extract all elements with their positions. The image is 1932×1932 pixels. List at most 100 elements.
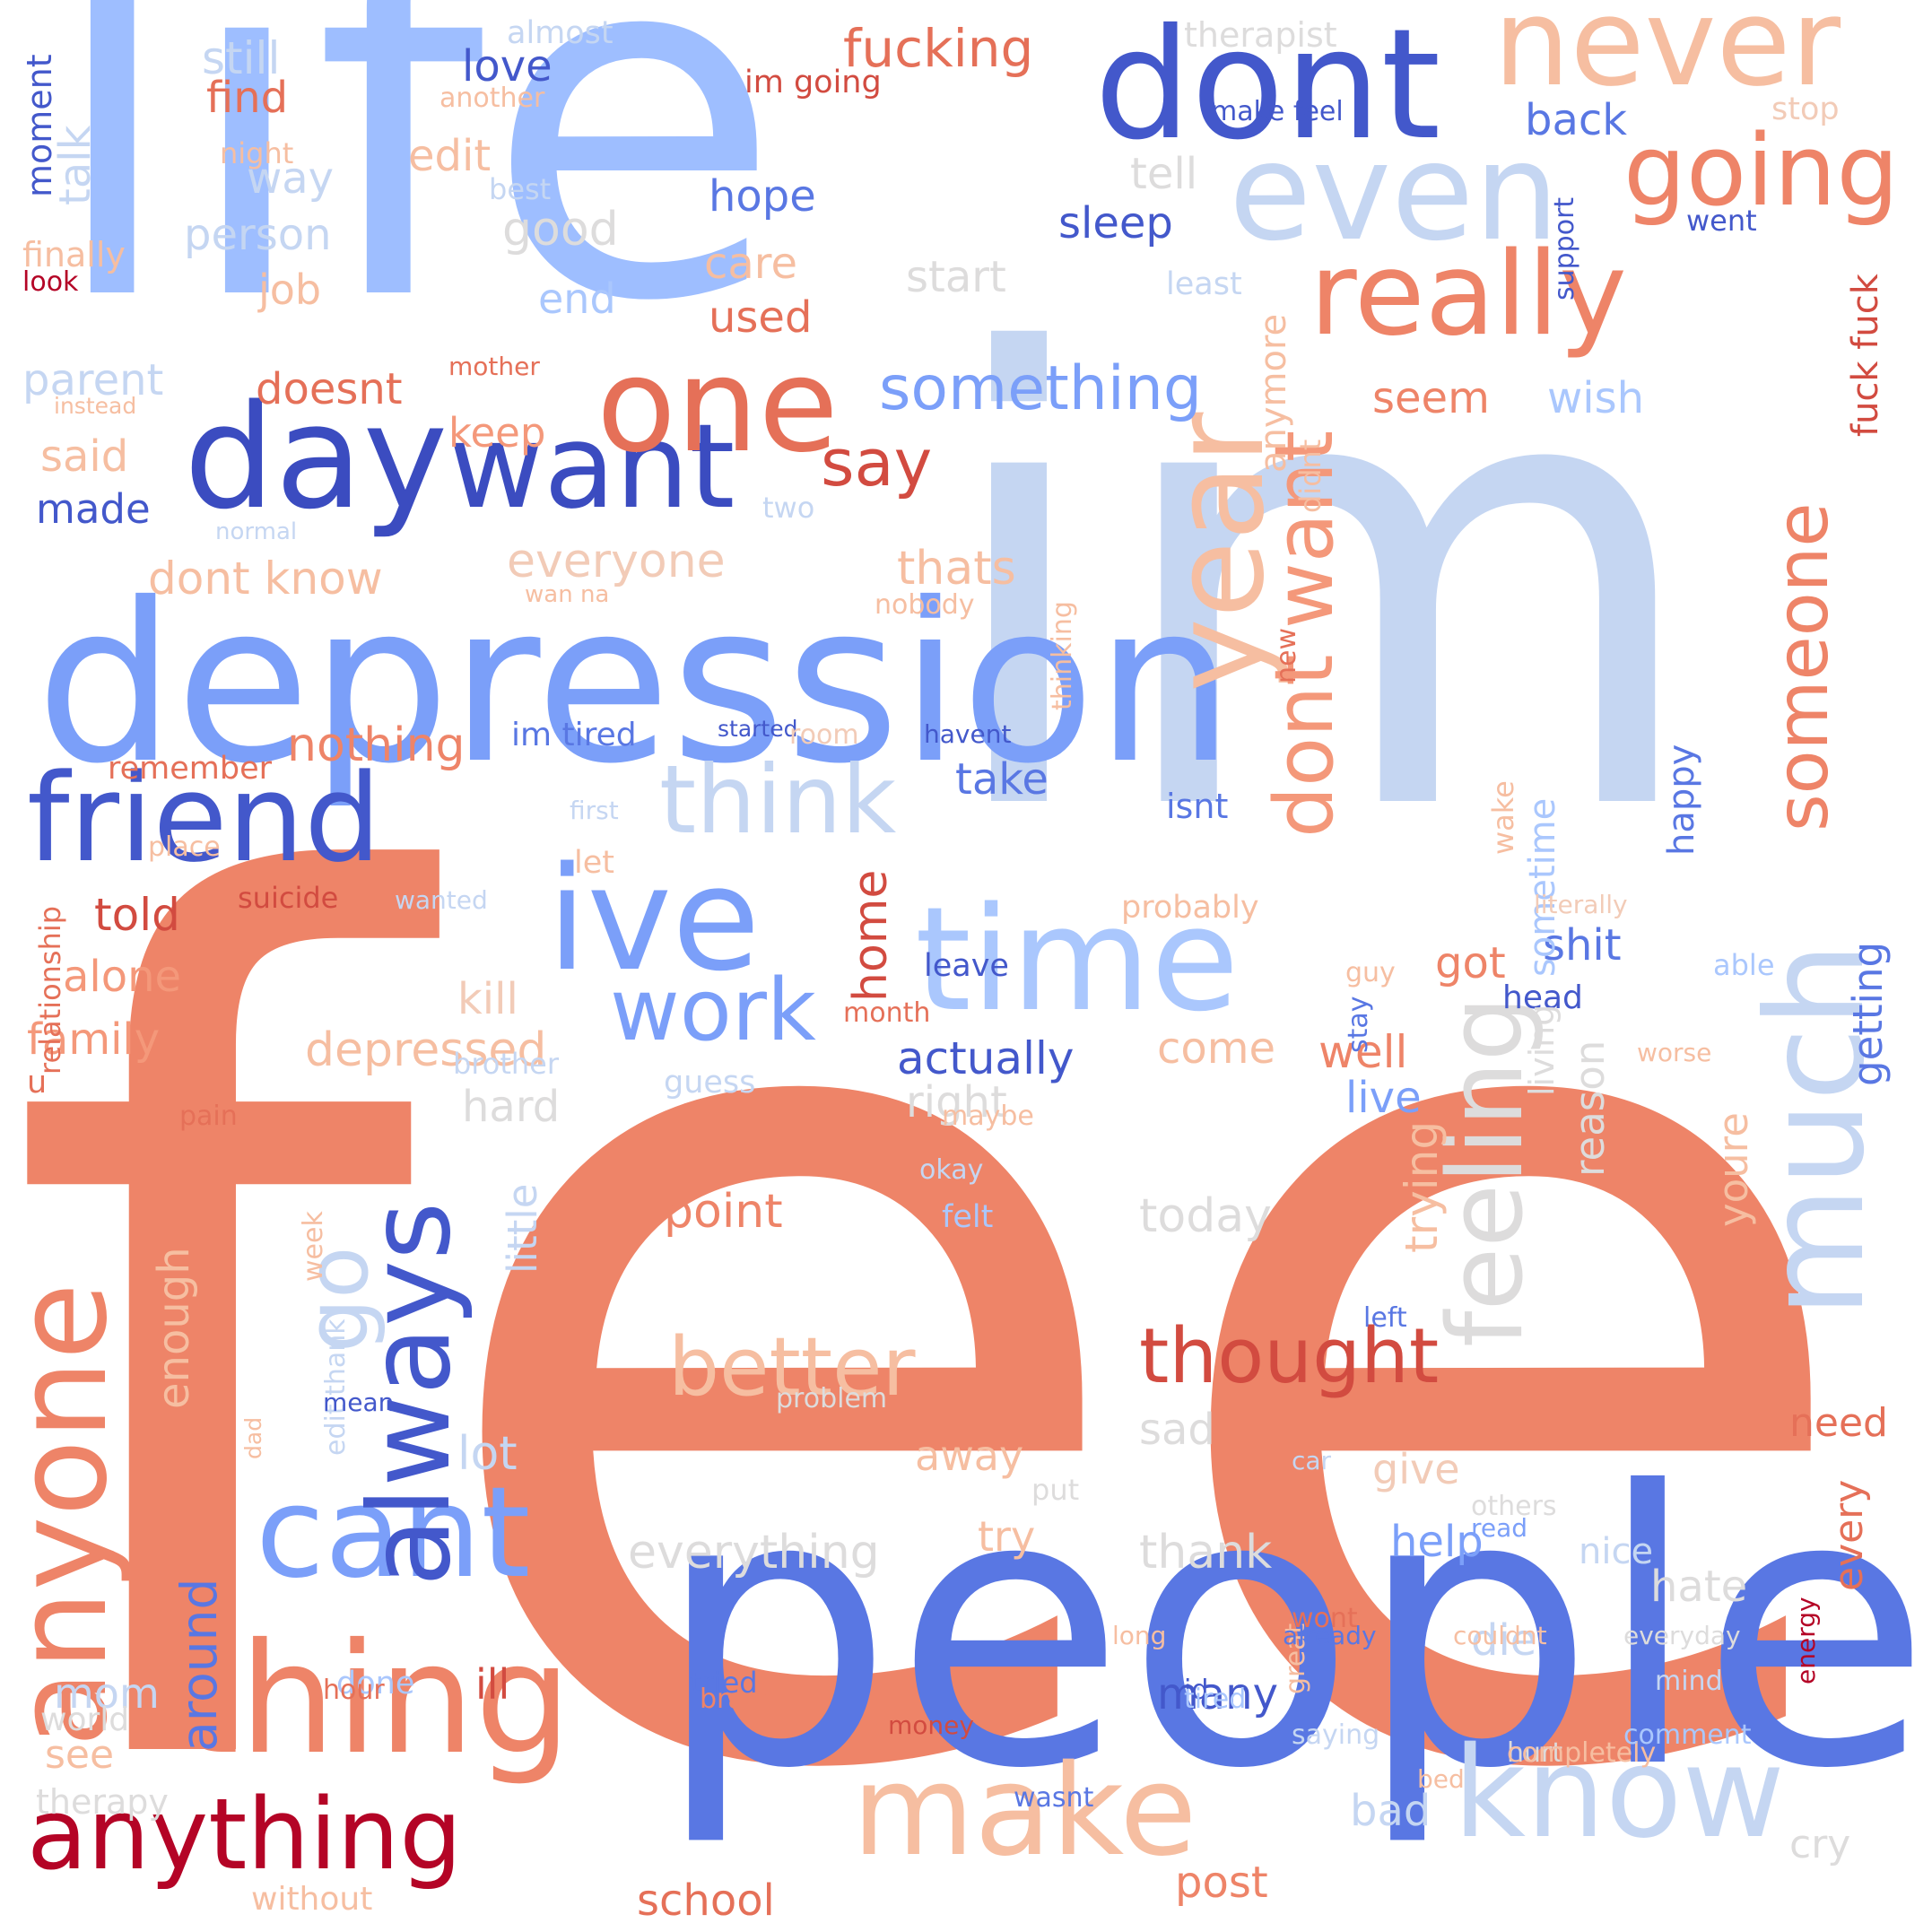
word-see: see <box>45 1732 115 1778</box>
word-help: help <box>1390 1517 1484 1567</box>
word-happy: happy <box>1661 744 1702 856</box>
word-reason: reason <box>1566 1040 1614 1177</box>
word-fuck-fuck: fuck fuck <box>1845 274 1886 437</box>
word-already: already <box>1283 1621 1377 1650</box>
word-need: need <box>1789 1400 1888 1446</box>
word-never: never <box>1493 0 1841 113</box>
word-support: support <box>1549 196 1580 300</box>
word-im: im <box>933 227 1708 947</box>
word-nobody: nobody <box>875 589 975 621</box>
word-wan-na: wan na <box>525 581 610 608</box>
word-best: best <box>489 172 552 206</box>
word-place: place <box>148 831 221 863</box>
word-well: well <box>1318 1026 1408 1078</box>
word-everything: everything <box>628 1526 880 1580</box>
word-thing: thing <box>179 1611 572 1788</box>
word-finally: finally <box>22 235 126 274</box>
word-seem: seem <box>1372 373 1490 423</box>
word-every: every <box>1826 1479 1872 1591</box>
word-made: made <box>36 485 151 533</box>
word-hope: hope <box>709 171 816 222</box>
word-head: head <box>1502 979 1583 1016</box>
word-depression: depression <box>36 556 1235 812</box>
word-way: way <box>247 153 335 204</box>
word-first: first <box>570 796 619 825</box>
word-talk: talk <box>50 125 100 205</box>
word-getting: getting <box>1844 941 1892 1086</box>
word-suicide: suicide <box>238 881 339 915</box>
word-got: got <box>1435 938 1506 988</box>
word-day: day <box>184 373 448 541</box>
word-stay: stay <box>1343 996 1374 1053</box>
word-night: night <box>220 136 294 170</box>
word-wake: wake <box>1486 780 1520 855</box>
word-bad: bad <box>1350 1786 1432 1836</box>
word-anymore: anymore <box>1253 313 1294 473</box>
word-pain: pain <box>179 1101 238 1132</box>
word-little: little <box>499 1183 546 1274</box>
word-dad: dad <box>240 1416 266 1459</box>
word-people: people <box>655 1413 1932 1851</box>
word-id: id <box>1184 1675 1209 1706</box>
word-mother: mother <box>448 352 540 381</box>
word-think: think <box>659 745 897 855</box>
word-home: home <box>844 869 898 1002</box>
word-start: start <box>906 252 1006 302</box>
word-done: done <box>336 1666 415 1701</box>
word-worse: worse <box>1637 1038 1712 1067</box>
word-wish: wish <box>1547 373 1645 423</box>
word-love: love <box>462 41 553 91</box>
word-money: money <box>888 1710 974 1740</box>
word-live: live <box>1345 1073 1422 1123</box>
word-shit: shit <box>1543 920 1622 970</box>
word-hate: hate <box>1650 1562 1748 1612</box>
word-thought: thought <box>1139 1312 1440 1401</box>
word-almost: almost <box>507 15 614 51</box>
word-today: today <box>1139 1189 1272 1243</box>
word-still: still <box>202 32 281 84</box>
word-die: die <box>1471 1615 1537 1666</box>
word-going: going <box>1623 113 1900 228</box>
word-couldnt: couldnt <box>1453 1621 1547 1650</box>
word-put: put <box>1031 1473 1080 1507</box>
word-relationship: relationship <box>33 905 67 1075</box>
word-one: one <box>596 330 839 482</box>
word-im-tired: im tired <box>511 717 637 753</box>
word-least: least <box>1166 266 1242 302</box>
word-remember: remember <box>108 751 273 787</box>
word-enough: enough <box>149 1247 199 1409</box>
word-u: u <box>27 1065 48 1101</box>
word-doesnt: doesnt <box>256 364 403 414</box>
word-make: make <box>852 1738 1197 1884</box>
word-better: better <box>668 1320 916 1414</box>
word-moment: moment <box>20 54 59 197</box>
word-able: able <box>1713 948 1775 982</box>
word-point: point <box>664 1185 783 1239</box>
word-cry: cry <box>1789 1822 1851 1867</box>
word-make-feel: make feel <box>1211 96 1344 127</box>
word-saying: saying <box>1292 1719 1380 1751</box>
word-let: let <box>574 845 614 881</box>
word-comment: comment <box>1623 1719 1752 1751</box>
word-week: week <box>298 1211 329 1282</box>
word-look: look <box>22 266 79 298</box>
word-im-going: im going <box>744 65 882 100</box>
word-cant: cant <box>256 1460 531 1606</box>
word-family: family <box>27 1014 161 1065</box>
word-back: back <box>1525 95 1628 145</box>
word-everyday: everyday <box>1623 1621 1741 1650</box>
word-really: really <box>1310 228 1627 361</box>
word-left: left <box>1363 1302 1407 1334</box>
word-wanted: wanted <box>395 885 488 915</box>
word-started: started <box>718 716 798 742</box>
word-long: long <box>1112 1621 1167 1650</box>
word-anything: anything <box>27 1777 463 1892</box>
word-friend: friend <box>27 748 381 889</box>
word-wasnt: wasnt <box>1014 1782 1094 1814</box>
word-car: car <box>1292 1446 1332 1475</box>
word-ive: ive <box>547 835 761 1003</box>
word-take: take <box>955 754 1049 805</box>
word-tried: tried <box>691 1666 758 1700</box>
word-even: even <box>1229 115 1560 271</box>
